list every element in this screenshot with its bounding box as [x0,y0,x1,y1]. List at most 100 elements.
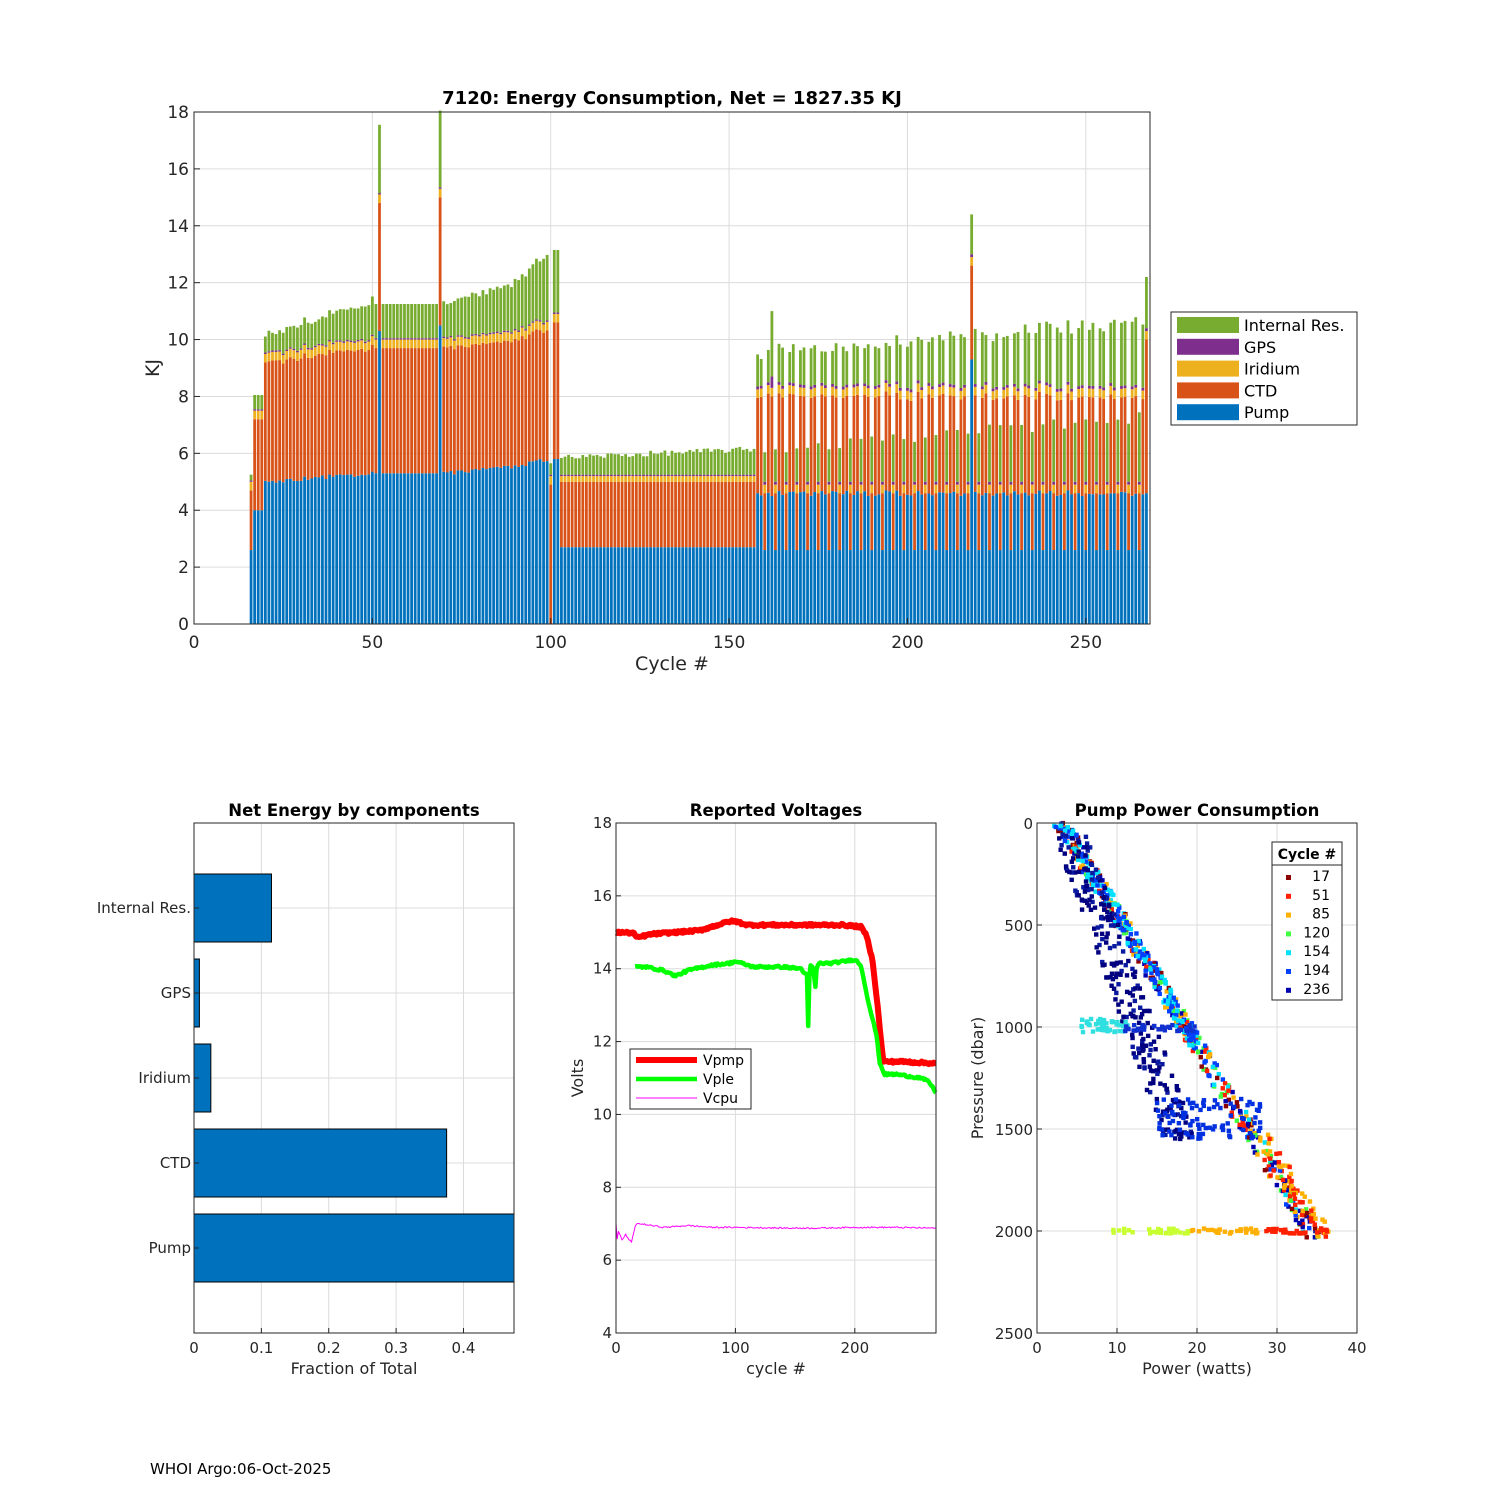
energy-bar-res [848,438,852,482]
pump-point [1147,1227,1152,1232]
pump-point [1297,1208,1303,1214]
energy-bar-gps [688,474,692,477]
pump-point [1268,1156,1273,1161]
energy-bar-ctd [424,348,428,474]
energy-bar-gps [634,474,638,477]
energy-bar-res [970,214,974,255]
energy-bar-pump [342,475,346,624]
pump-point [1149,977,1154,982]
energy-bar-ctd [527,334,531,462]
energy-bar-iridium [895,384,899,393]
energy-bar-gps [642,474,645,477]
pump-point [1190,1031,1196,1037]
energy-bar-gps [517,330,521,332]
energy-bar-pump [331,476,335,624]
energy-bar-iridium [331,344,335,353]
pump-point [1148,967,1153,972]
energy-bar-ctd [816,493,820,551]
energy-bar-res [827,449,831,482]
pump-point [1187,1101,1193,1106]
energy-bar-pump [260,510,264,624]
energy-bar-res [727,451,731,475]
energy-bar-res [502,285,506,331]
pump-point [1213,1228,1218,1233]
pump-point [1168,989,1174,994]
energy-bar-iridium [1045,385,1048,394]
pump-point [1174,1228,1180,1233]
energy-bar-res [317,319,321,344]
energy-bar-pump [1009,550,1013,624]
energy-bar-iridium [1062,484,1066,494]
energy-bar-ctd [613,481,617,548]
energy-bar-res [774,449,777,482]
energy-bar-res [1077,328,1081,387]
energy-bar-iridium [756,389,760,398]
energy-bar-gps [388,338,392,340]
pump-point [1130,1035,1135,1041]
pump-point [1166,1226,1172,1231]
pump-point [1139,1042,1145,1047]
pump-point [1070,828,1076,833]
pump-point [1142,952,1147,958]
energy-bar-res [260,395,264,410]
energy-bar-iridium [838,484,842,494]
energy-bar-pump [310,478,314,624]
energy-bar-ctd [609,481,613,548]
energy-bar-gps [752,474,756,477]
energy-bar-res [1127,423,1130,482]
pump-point [1099,931,1105,937]
energy-bar-pump [720,547,724,624]
energy-bar-res [663,450,667,475]
pump-point [1160,1112,1165,1118]
energy-bar-pump [624,547,628,624]
pump-point [1210,1127,1216,1132]
energy-bar-res [806,447,809,482]
pump-point [1314,1230,1320,1235]
pump-point [1303,1207,1309,1212]
energy-bar-res [288,326,292,348]
pump-point [1228,1113,1233,1118]
energy-bar-ctd [1045,393,1048,494]
pump-point [1133,1015,1138,1020]
pump-point [1105,917,1111,923]
pump-point [1124,973,1130,978]
energy-bar-pump [738,547,742,624]
pump-point [1105,914,1110,920]
pump-point [1116,941,1122,946]
energy-bar-pump [1077,493,1081,624]
pump-point [1157,1114,1162,1119]
pump-point [1145,1033,1151,1039]
energy-bar-iridium [984,384,988,394]
pump-point [1293,1212,1298,1218]
energy-bar-ctd [955,493,959,551]
energy-bar-gps [841,386,845,390]
energy-bar-ctd [863,394,867,492]
energy-bar-res [556,249,560,313]
pump-point [1174,1023,1180,1029]
energy-bar-ctd [488,342,492,468]
energy-bar-gps [720,474,724,477]
energy-bar-gps [741,474,745,477]
energy-bar-iridium [267,352,271,362]
pump-point [1286,1179,1292,1184]
energy-bar-gps [1087,385,1091,389]
energy-bar-gps [931,386,934,390]
energy-bar-iridium [699,476,702,482]
energy-bar-ctd [681,481,685,548]
energy-bar-pump [895,490,899,624]
energy-bar-ctd [502,340,506,466]
pump-point [1201,1103,1206,1109]
energy-bar-gps [617,474,620,477]
energy-bar-iridium [470,335,474,345]
energy-bar-pump [991,495,995,624]
energy-bar-ctd [317,353,321,478]
energy-bar-iridium [1052,484,1056,494]
energy-bar-gps [552,312,556,314]
pump-point [1137,956,1142,961]
energy-bar-pump [299,480,303,624]
pump-point [1223,1103,1229,1109]
energy-bar-res [1130,321,1134,387]
